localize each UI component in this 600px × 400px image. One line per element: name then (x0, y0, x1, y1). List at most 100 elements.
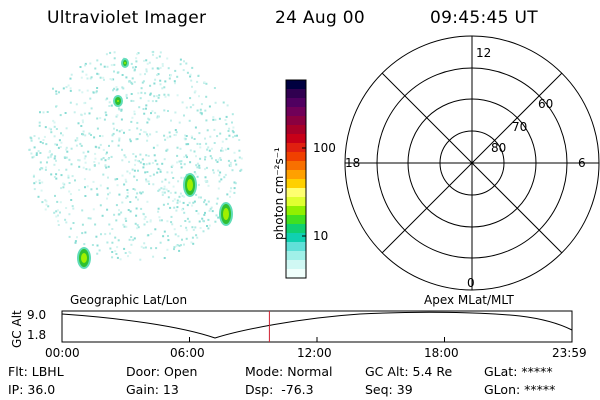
image-pixel (194, 126, 197, 129)
image-pixel (116, 246, 119, 249)
image-pixel (98, 249, 101, 252)
image-pixel (126, 170, 129, 173)
image-pixel (204, 158, 206, 161)
image-pixel (92, 180, 95, 183)
image-pixel (75, 103, 78, 106)
image-pixel (186, 156, 188, 159)
image-pixel (128, 160, 131, 163)
image-pixel (95, 91, 98, 94)
image-pixel (239, 169, 242, 172)
image-pixel (84, 155, 87, 158)
image-pixel (137, 198, 139, 201)
image-pixel (118, 193, 121, 196)
image-pixel (162, 203, 165, 206)
image-pixel (233, 181, 236, 184)
image-pixel (106, 65, 109, 68)
image-pixel (203, 81, 206, 84)
image-pixel (205, 203, 208, 206)
image-pixel (70, 199, 73, 201)
image-pixel (100, 158, 103, 161)
image-pixel (113, 213, 116, 216)
image-pixel (171, 223, 174, 226)
image-pixel (111, 241, 114, 244)
image-pixel (67, 84, 70, 87)
image-pixel (199, 146, 202, 149)
image-pixel (185, 106, 188, 109)
image-pixel (170, 74, 172, 77)
image-pixel (143, 218, 146, 221)
image-pixel (161, 180, 164, 183)
image-pixel (62, 182, 65, 185)
image-pixel (122, 223, 125, 226)
image-pixel (114, 250, 117, 253)
image-pixel (135, 207, 138, 210)
image-pixel (144, 171, 147, 174)
info-gain: Gain: 13 (126, 382, 179, 397)
image-pixel (185, 143, 188, 146)
image-pixel (117, 144, 120, 147)
image-pixel (189, 106, 192, 109)
image-pixel (118, 137, 121, 140)
image-pixel (44, 168, 47, 171)
image-pixel (65, 156, 68, 159)
image-pixel (174, 82, 176, 85)
image-pixel (106, 208, 109, 211)
image-pixel (145, 70, 148, 73)
image-pixel (35, 152, 38, 155)
image-pixel (180, 176, 183, 179)
image-pixel (53, 121, 56, 124)
image-pixel (140, 87, 143, 90)
image-pixel (133, 169, 136, 172)
image-pixel (189, 97, 192, 100)
image-pixel (80, 76, 83, 79)
image-pixel (123, 225, 126, 228)
image-pixel (204, 176, 207, 179)
image-pixel (110, 155, 113, 158)
image-pixel (173, 246, 176, 249)
image-pixel (180, 162, 183, 165)
image-pixel (44, 199, 47, 202)
image-pixel (233, 151, 236, 154)
image-pixel (160, 219, 163, 222)
image-pixel (183, 176, 185, 179)
image-pixel (90, 76, 93, 79)
image-pixel (196, 80, 199, 83)
image-pixel (197, 183, 200, 186)
image-pixel (60, 187, 63, 190)
image-pixel (163, 109, 166, 112)
image-pixel (131, 168, 134, 171)
image-pixel (151, 67, 154, 70)
image-pixel (151, 100, 154, 103)
image-pixel (170, 171, 173, 174)
image-pixel (80, 113, 83, 116)
info-mode: Mode: Normal (245, 364, 333, 379)
image-pixel (165, 188, 168, 191)
polar-label-70: 70 (512, 120, 528, 134)
image-pixel (161, 63, 164, 65)
image-pixel (148, 61, 151, 64)
image-pixel (41, 181, 44, 184)
image-pixel (109, 232, 111, 235)
image-pixel (182, 69, 185, 72)
image-pixel (220, 158, 222, 161)
image-pixel (62, 87, 65, 90)
image-pixel (147, 180, 150, 183)
image-pixel (31, 156, 34, 159)
image-pixel (149, 84, 152, 87)
image-pixel (212, 169, 215, 172)
image-pixel (33, 135, 36, 137)
image-pixel (83, 243, 86, 246)
image-pixel (158, 216, 161, 219)
image-pixel (41, 201, 44, 204)
image-pixel (129, 138, 132, 141)
image-pixel (42, 111, 45, 114)
image-pixel (76, 137, 79, 140)
colorbar-tick-10: 10 (313, 229, 329, 243)
image-pixel (78, 165, 81, 168)
image-pixel (233, 187, 236, 190)
image-pixel (177, 180, 180, 183)
timeline-x-tick-4: 23:59 (552, 346, 587, 360)
image-pixel (167, 67, 170, 70)
image-pixel (159, 51, 162, 54)
image-pixel (232, 131, 235, 134)
